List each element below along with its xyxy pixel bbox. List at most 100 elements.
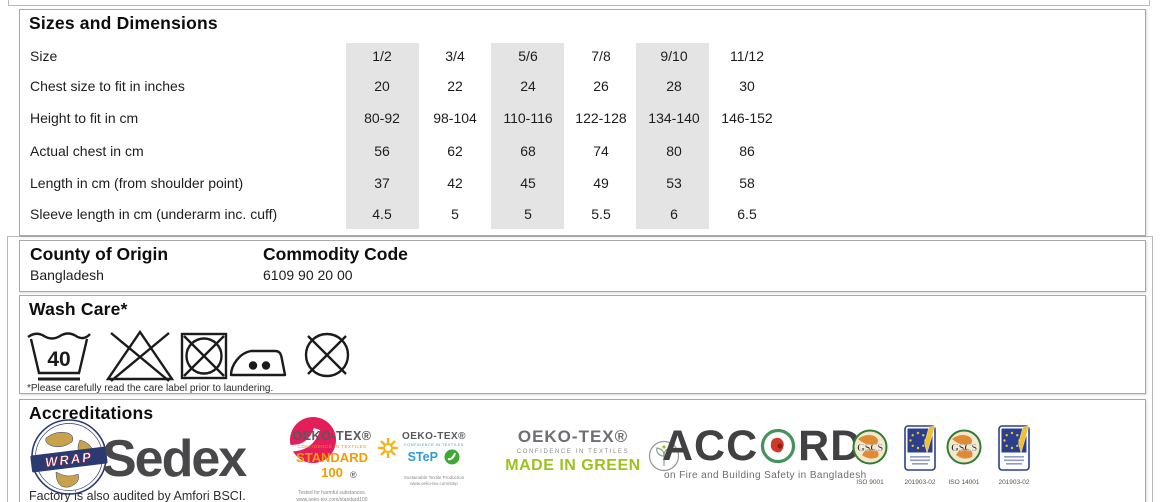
outer-box-lower [7, 236, 1153, 502]
oeko-note-line2: www.oeko-tex.com/step [410, 480, 458, 486]
iso-label: ISO 9001 [856, 479, 884, 486]
table-row-length: Length in cm (from shoulder point) 37 42… [20, 175, 1145, 195]
value-cell: 6.5 [737, 206, 757, 222]
oeko-note: Tested for harmful substances. www.oeko-… [287, 490, 377, 502]
outer-box-top-edge [8, 0, 1150, 6]
value-cell: 110-116 [503, 110, 553, 126]
sedex-swoosh-icon [289, 417, 336, 463]
accord-logo: ACC RD [662, 422, 863, 470]
column-stripe [346, 43, 419, 229]
table-row-sleeve: Sleeve length in cm (underarm inc. cuff)… [20, 206, 1145, 226]
wrap-label: WRAP [44, 449, 93, 470]
value-cell: 49 [593, 175, 609, 191]
value-cell: 134-140 [648, 110, 700, 126]
accord-text-right: RD [798, 422, 863, 470]
accord-tagline: on Fire and Building Safety in Banglades… [664, 470, 867, 481]
value-cell: 80-92 [364, 110, 400, 126]
oeko-tagline: CONFIDENCE IN TEXTILES [404, 443, 464, 447]
value-cell: 56 [374, 143, 390, 159]
row-label: Sleeve length in cm (underarm inc. cuff) [30, 206, 278, 222]
step-leaf-icon [444, 449, 460, 465]
row-label: Height to fit in cm [30, 110, 139, 126]
do-not-bleach-icon [105, 329, 175, 382]
column-stripe [636, 43, 709, 229]
accord-o-icon [761, 428, 796, 464]
sizes-title: Sizes and Dimensions [29, 13, 218, 33]
value-cell: 58 [739, 175, 755, 191]
value-cell: 86 [739, 143, 755, 159]
value-cell: 5 [451, 206, 459, 222]
value-cell: 30 [739, 78, 755, 94]
value-cell: 98-104 [433, 110, 477, 126]
row-label: Length in cm (from shoulder point) [30, 175, 244, 191]
value-cell: 80 [666, 143, 682, 159]
certification-badge-icon [904, 425, 936, 471]
value-cell: 53 [666, 175, 682, 191]
table-row-height: Height to fit in cm 80-92 98-104 110-116… [20, 110, 1145, 130]
value-cell: 20 [374, 78, 390, 94]
table-row-chest-inches: Chest size to fit in inches 20 22 24 26 … [20, 78, 1145, 98]
oeko-tex-standard-100-logo: OEKO-TEX® CONFIDENCE IN TEXTILES STANDAR… [287, 429, 377, 502]
size-cell: 5/6 [518, 48, 538, 64]
oeko-brand: OEKO-TEX® [292, 429, 372, 443]
oeko-tex-made-in-green-logo: OEKO-TEX® CONFIDENCE IN TEXTILES MADE IN… [498, 427, 648, 475]
value-cell: 28 [666, 78, 682, 94]
wash-temp-label: 40 [47, 348, 70, 371]
oeko-note-line1: Sustainable Textile Production [403, 475, 465, 480]
value-cell: 42 [447, 175, 463, 191]
value-cell: 146-152 [721, 110, 773, 126]
oeko-tagline: CONFIDENCE IN TEXTILES [297, 444, 367, 449]
value-cell: 5.5 [591, 206, 611, 222]
accord-text-left: ACC [662, 422, 759, 470]
row-label: Actual chest in cm [30, 143, 144, 159]
oeko-note: Sustainable Textile Production www.oeko-… [397, 475, 471, 487]
oeko-tex-step-logo: OEKO-TEX® CONFIDENCE IN TEXTILES STeP Su… [397, 431, 471, 487]
oeko-tagline: CONFIDENCE IN TEXTILES [516, 449, 630, 455]
oeko-standard-name: STANDARD 100 [296, 450, 368, 480]
factory-audit-note: Factory is also audited by Amfori BSCI. [29, 489, 246, 502]
oeko-step-name: STeP [407, 449, 438, 464]
oeko-brand: OEKO-TEX® [517, 427, 629, 446]
column-stripe [491, 43, 564, 229]
value-cell: 37 [374, 175, 390, 191]
table-row-actual-chest: Actual chest in cm 56 62 68 74 80 86 [20, 143, 1145, 163]
value-cell: 45 [520, 175, 536, 191]
commodity-code-title: Commodity Code [263, 244, 408, 264]
cert-number-label: 201903-02 [998, 479, 1030, 486]
accreditations-panel: Accreditations WRAP Sedex ® OEKO-TEX® [19, 399, 1146, 502]
oeko-sunburst-icon [378, 438, 398, 458]
cert-number-label: 201903-02 [904, 479, 936, 486]
origin-panel: County of Origin Commodity Code Banglade… [19, 240, 1146, 292]
made-in-green-name: MADE IN GREEN [505, 457, 641, 474]
gscs-globe-icon: GSCS [946, 429, 982, 465]
value-cell: 24 [520, 78, 536, 94]
oeko-note-line2: www.oeko-tex.com/standard100 [296, 496, 368, 502]
sedex-logo: Sedex [102, 430, 247, 488]
size-cell: 7/8 [591, 48, 611, 64]
wash-care-title: Wash Care* [29, 299, 128, 319]
wash-care-panel: Wash Care* 40 [19, 295, 1146, 394]
value-cell: 68 [520, 143, 536, 159]
gscs-globe-label: GSCS [857, 443, 884, 454]
size-cell: 1/2 [372, 48, 392, 64]
value-cell: 22 [447, 78, 463, 94]
accreditations-title: Accreditations [29, 403, 154, 423]
value-cell: 6 [670, 206, 678, 222]
country-of-origin-value: Bangladesh [30, 267, 104, 283]
value-cell: 5 [524, 206, 532, 222]
size-cell: 9/10 [660, 48, 688, 64]
size-cell: 3/4 [445, 48, 465, 64]
value-cell: 26 [593, 78, 609, 94]
row-label: Chest size to fit in inches [30, 78, 185, 94]
gscs-globe-label: GSCS [951, 443, 978, 454]
do-not-tumble-dry-icon [180, 332, 228, 380]
value-cell: 122-128 [575, 110, 627, 126]
commodity-code-value: 6109 90 20 00 [263, 267, 353, 283]
value-cell: 4.5 [372, 206, 392, 222]
wrap-logo-icon: WRAP [30, 419, 108, 495]
sizes-panel: Sizes and Dimensions Size 1/2 3/4 5/6 7/… [19, 9, 1146, 236]
size-cell: 11/12 [730, 48, 764, 64]
wash-40-icon: 40 [27, 332, 91, 381]
sedex-registered-mark: ® [350, 470, 357, 480]
